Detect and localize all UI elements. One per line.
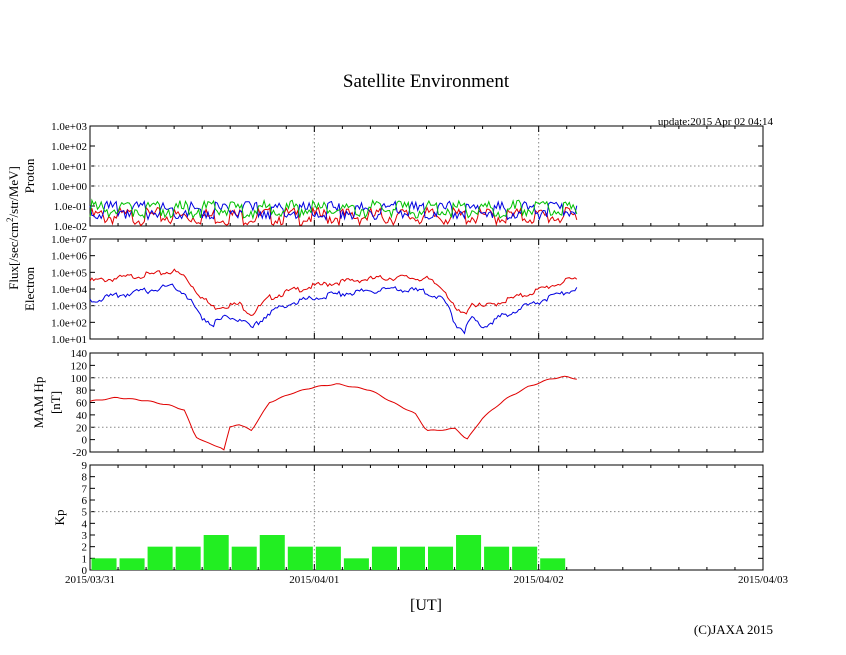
mam-hp-ytick-label: -20 (72, 447, 87, 459)
proton-ytick-label: 1.0e+01 (51, 161, 87, 173)
kp-ytick-label: 2 (82, 542, 88, 554)
kp-bar (287, 546, 313, 570)
kp-bar (91, 558, 117, 570)
kp-bar (456, 535, 482, 570)
mam-hp-series-red (89, 375, 577, 451)
kp-bar (484, 546, 510, 570)
proton-ytick-label: 1.0e+00 (51, 181, 87, 193)
electron-panel: 1.0e+01 1.0e+02 1.0e+03 1.0e+04 1.0e+05 1.0e+… (22, 234, 764, 346)
electron-series-red (89, 268, 578, 317)
proton-ytick-label: 1.0e+02 (51, 141, 87, 153)
kp-ylabel: Kp (52, 510, 67, 526)
kp-ytick-label: 1 (82, 553, 88, 565)
mam-hp-ytick-label: 40 (76, 410, 88, 422)
chart-title: Satellite Environment (343, 71, 510, 92)
kp-ytick-label: 0 (82, 565, 88, 577)
kp-ytick-label: 3 (82, 530, 88, 542)
kp-ytick-label: 8 (82, 472, 88, 484)
plot-panels: 1.0e-021.0e-011.0e+001.0e+011.0e+021.0e+… (22, 121, 789, 586)
x-tick-label: 2015/04/01 (289, 574, 339, 586)
proton-panel: 1.0e-02 1.0e-01 1.0e+00 1.0e+01 1.0e+02 1.0e+… (22, 121, 764, 233)
kp-bar (540, 558, 566, 570)
mam-hp-ytick-label: 140 (71, 348, 88, 360)
kp-bar (259, 535, 285, 570)
kp-bar (175, 546, 201, 570)
flux-axis-label: Flux[/sec/cm2/str/MeV] (5, 166, 21, 290)
mam-hp-ytick-label: 100 (71, 373, 88, 385)
mam-hp-frame (89, 352, 764, 453)
electron-ytick-label: 1.0e+06 (51, 251, 87, 263)
kp-ytick-label: 7 (82, 483, 88, 495)
kp-bar (512, 546, 538, 570)
kp-bar (371, 546, 397, 570)
proton-series-red (89, 205, 578, 227)
mam-hp-ytick-label: 60 (76, 398, 88, 410)
kp-bar (147, 546, 173, 570)
update-timestamp: update:2015 Apr 02 04:14 (658, 116, 774, 128)
kp-ytick-label: 4 (82, 518, 88, 530)
kp-bar (203, 535, 229, 570)
kp-bar (343, 558, 369, 570)
kp-bar (119, 558, 145, 570)
proton-frame (89, 125, 764, 227)
mam-hp-ylabel: MAM Hp (31, 377, 46, 429)
electron-ytick-label: 1.0e+07 (51, 234, 87, 246)
electron-ylabel: Electron (22, 266, 37, 311)
kp-bar (428, 546, 454, 570)
mam-hp-ytick-label: 120 (71, 360, 88, 372)
kp-bar (399, 546, 425, 570)
electron-ytick-label: 1.0e+05 (51, 267, 87, 279)
kp-ytick-label: 9 (82, 460, 88, 472)
mam-hp-ylabel-unit: [nT] (48, 391, 63, 414)
proton-ytick-label: 1.0e-01 (54, 201, 87, 213)
electron-series-blue (89, 283, 578, 335)
x-axis-title: [UT] (410, 597, 442, 614)
mam-hp-ytick-label: 80 (76, 385, 88, 397)
electron-ytick-label: 1.0e+01 (51, 334, 87, 346)
electron-ytick-label: 1.0e+02 (51, 317, 87, 329)
kp-ytick-label: 5 (82, 507, 88, 519)
flux-label-tail: /str/MeV] (6, 166, 21, 217)
kp-ytick-label: 6 (82, 495, 88, 507)
x-tick-label: 2015/04/02 (514, 574, 564, 586)
copyright: (C)JAXA 2015 (694, 622, 773, 637)
x-tick-label: 2015/03/31 (65, 574, 115, 586)
flux-label-main: Flux[/sec/cm (6, 222, 21, 290)
electron-frame (89, 238, 764, 340)
x-tick-label: 2015/04/03 (738, 574, 789, 586)
proton-ytick-label: 1.0e+03 (51, 121, 87, 133)
proton-ytick-label: 1.0e-02 (54, 221, 87, 233)
mam-hp-ytick-label: 20 (76, 422, 88, 434)
kp-bar (231, 546, 257, 570)
electron-ytick-label: 1.0e+03 (51, 301, 87, 313)
kp-bar (315, 546, 341, 570)
proton-series-green (89, 198, 578, 220)
proton-ylabel: Proton (22, 158, 37, 193)
proton-series-blue (89, 199, 578, 222)
electron-ytick-label: 1.0e+04 (51, 284, 87, 296)
mam-hp-ytick-label: 0 (82, 435, 88, 447)
flux-label-sup: 2 (5, 217, 15, 222)
